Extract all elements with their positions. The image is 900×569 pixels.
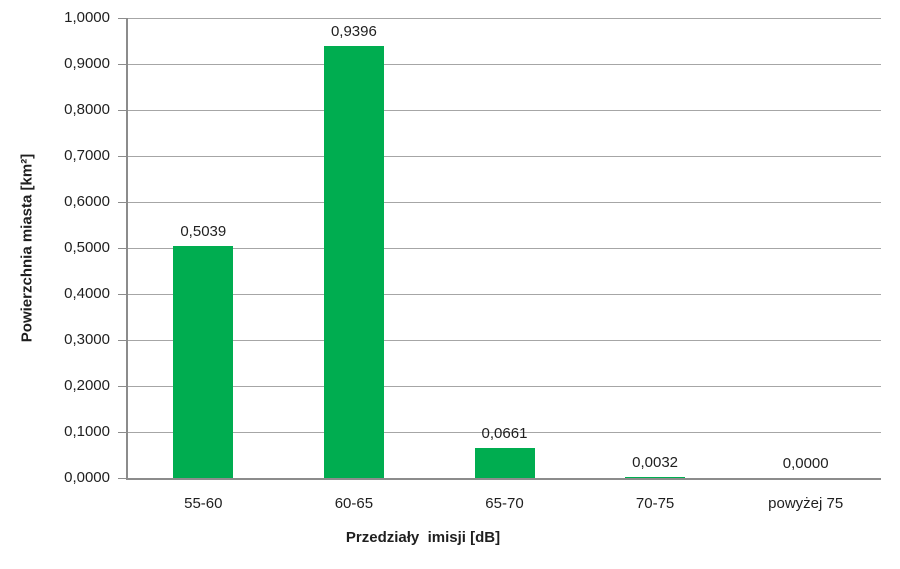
y-tick-label: 0,9000 <box>64 55 110 72</box>
y-tick-label: 0,3000 <box>64 331 110 348</box>
gridline <box>128 339 881 341</box>
y-axis-tick <box>118 293 126 295</box>
bar <box>474 447 535 478</box>
y-tick-label: 0,4000 <box>64 285 110 302</box>
y-tick-label: 0,1000 <box>64 423 110 440</box>
y-axis-line <box>126 18 128 480</box>
y-tick-label: 0,0000 <box>64 469 110 486</box>
y-axis-tick <box>118 247 126 249</box>
y-tick-label: 0,2000 <box>64 377 110 394</box>
y-axis-tick <box>118 477 126 479</box>
bar <box>625 476 686 478</box>
y-axis-tick <box>118 109 126 111</box>
y-tick-label: 1,0000 <box>64 9 110 26</box>
y-tick-label: 0,7000 <box>64 147 110 164</box>
y-axis-tick <box>118 201 126 203</box>
y-axis-tick <box>118 385 126 387</box>
x-axis-title: Przedziały imisji [dB] <box>345 529 501 546</box>
gridline <box>128 155 881 157</box>
gridline <box>128 17 881 19</box>
bar <box>323 45 384 478</box>
y-axis-tick <box>118 155 126 157</box>
bar-value-label: 0,0032 <box>632 453 679 471</box>
x-category-label: 65-70 <box>485 495 524 512</box>
gridline <box>128 63 881 65</box>
gridline <box>128 247 881 249</box>
gridline <box>128 385 881 387</box>
x-axis-line <box>126 478 881 480</box>
gridline <box>128 431 881 433</box>
bar <box>173 246 234 478</box>
bar-value-label: 0,0000 <box>782 455 829 472</box>
y-axis-tick <box>118 63 126 65</box>
gridline <box>128 201 881 203</box>
gridline <box>128 293 881 295</box>
gridline <box>128 109 881 111</box>
x-category-label: 70-75 <box>635 495 675 512</box>
y-axis-tick <box>118 17 126 19</box>
x-category-label: 55-60 <box>184 495 223 512</box>
bar-value-label: 0,5039 <box>180 223 227 241</box>
y-axis-tick <box>118 339 126 341</box>
bar-value-label: 0,9396 <box>330 22 377 40</box>
y-tick-label: 0,5000 <box>64 239 110 256</box>
bar-value-label: 0,0661 <box>481 424 528 442</box>
x-category-label: 60-65 <box>334 495 374 512</box>
x-category-label: powyżej 75 <box>768 495 844 512</box>
y-tick-label: 0,6000 <box>64 193 110 210</box>
y-tick-label: 0,8000 <box>64 101 110 118</box>
y-axis-tick <box>118 431 126 433</box>
